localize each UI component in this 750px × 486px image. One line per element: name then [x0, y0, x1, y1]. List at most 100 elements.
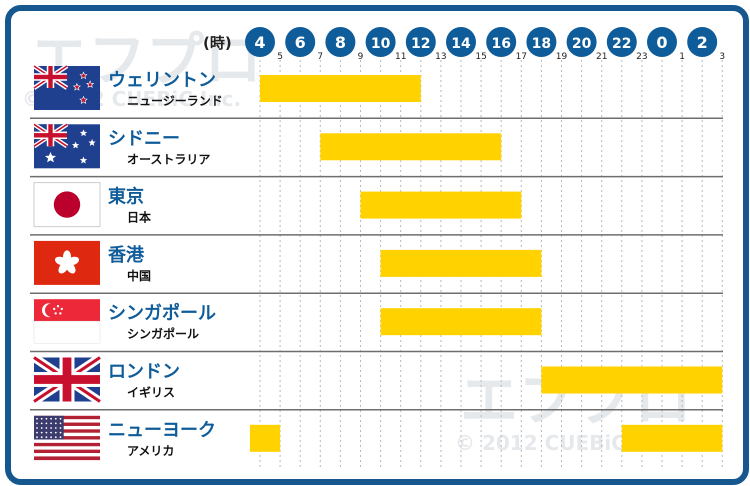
- flag-part: [36, 422, 38, 425]
- flag-part: [36, 417, 38, 420]
- session-bar: [380, 249, 542, 277]
- flag-part: [59, 427, 62, 429]
- x-minor-tick-label: 21: [596, 52, 607, 62]
- country-name: イギリス: [127, 385, 175, 400]
- flag-part: [60, 307, 64, 311]
- grid-lines: [259, 60, 723, 469]
- flag-part: [45, 303, 59, 318]
- flag-part: [33, 320, 101, 344]
- x-tick-label: 12: [411, 36, 430, 52]
- flag-star: [72, 82, 81, 91]
- flag-part: [50, 436, 52, 439]
- city-name: ウェリントン: [108, 70, 216, 91]
- session-bar: [360, 191, 522, 219]
- flag-part: [45, 431, 48, 434]
- flag-part: [40, 427, 43, 429]
- flag-part: [34, 432, 100, 437]
- city-name: ロンドン: [108, 362, 180, 383]
- flag-part: [34, 439, 100, 444]
- x-minor-tick-label: 9: [358, 52, 364, 62]
- tick-circle: [566, 27, 597, 57]
- country-name: シンガポール: [127, 326, 199, 341]
- session-bar: [541, 366, 723, 394]
- city-name: 香港: [107, 245, 145, 266]
- flag-star: [88, 139, 96, 146]
- tick-circle: [365, 27, 396, 57]
- session-bar: [621, 424, 723, 452]
- session-bar: [320, 133, 502, 161]
- flag-part: [45, 436, 48, 439]
- x-tick-label: 4: [254, 33, 265, 52]
- flag-part: [34, 415, 100, 420]
- flag-part: [40, 436, 43, 439]
- flag-part: [54, 312, 57, 315]
- japan-flag-icon: [33, 182, 101, 228]
- flag-star: [79, 129, 88, 137]
- flag-part: [54, 431, 57, 434]
- x-tick-label: 16: [491, 36, 510, 52]
- city-rows: ウェリントンニュージーランドシドニーオーストラリア東京日本香港中国シンガポールシ…: [31, 64, 223, 461]
- session-bar: [249, 424, 281, 452]
- row-dividers: [30, 117, 723, 411]
- tick-circle: [285, 27, 316, 57]
- flag-part: [50, 422, 52, 425]
- flag-part: [45, 422, 48, 425]
- tick-circle: [405, 27, 436, 57]
- united-states-flag-icon: [34, 415, 100, 461]
- x-minor-tick-label: 3: [719, 52, 725, 62]
- tick-circle: [325, 27, 356, 57]
- x-minor-tick-label: 11: [395, 52, 406, 62]
- city-name: 東京: [108, 186, 144, 208]
- flag-part: [34, 436, 100, 440]
- flag-part: [34, 446, 100, 450]
- x-minor-tick-label: 5: [277, 52, 283, 62]
- x-tick-label: 14: [451, 36, 471, 52]
- flag-star: [79, 156, 88, 164]
- flag-part: [34, 425, 100, 430]
- tick-circle: [647, 27, 677, 57]
- flag-part: [34, 415, 64, 440]
- x-tick-label: 8: [335, 33, 346, 52]
- flag-part: [54, 417, 57, 420]
- x-minor-tick-label: 15: [475, 52, 486, 62]
- flag-part: [45, 427, 48, 429]
- tick-circle: [245, 27, 275, 57]
- flag-part: [59, 422, 62, 425]
- flag-part: [59, 312, 62, 315]
- flag-part: [34, 429, 100, 434]
- tick-circle: [486, 27, 517, 57]
- x-tick-label: 0: [656, 33, 667, 52]
- x-minor-tick-label: 13: [435, 52, 446, 62]
- flag-star: [79, 71, 88, 80]
- singapore-flag-icon: [33, 299, 101, 344]
- new-zealand-flag-icon: [32, 64, 100, 110]
- flag-part: [34, 422, 100, 427]
- session-bar: [260, 75, 421, 102]
- tick-circle: [606, 27, 637, 57]
- x-minor-tick-label: 7: [317, 52, 323, 62]
- x-tick-label: 18: [532, 36, 551, 52]
- flag-part: [54, 436, 57, 439]
- session-bar: [380, 308, 542, 336]
- x-minor-tick-label: 19: [556, 52, 568, 62]
- united-kingdom-flag-icon: [31, 353, 103, 406]
- flag-star: [86, 80, 95, 88]
- flag-part: [52, 307, 56, 311]
- flag-part: [34, 456, 100, 461]
- country-name: ニュージーランド: [127, 94, 223, 108]
- x-tick-label: 2: [697, 33, 708, 52]
- country-name: オーストラリア: [127, 152, 210, 166]
- city-name: シドニー: [108, 128, 180, 149]
- flag-part: [40, 422, 43, 425]
- x-axis-ticks: 4 6 8 10 12 14 16 18 20 22 0 25 7 9 11 13 15 17 19 21 23 1 3: [245, 27, 725, 62]
- tick-circle: [687, 27, 718, 57]
- flag-part: [40, 431, 43, 434]
- flag-part: [34, 442, 100, 447]
- hong-kong-flag-icon: [34, 240, 100, 285]
